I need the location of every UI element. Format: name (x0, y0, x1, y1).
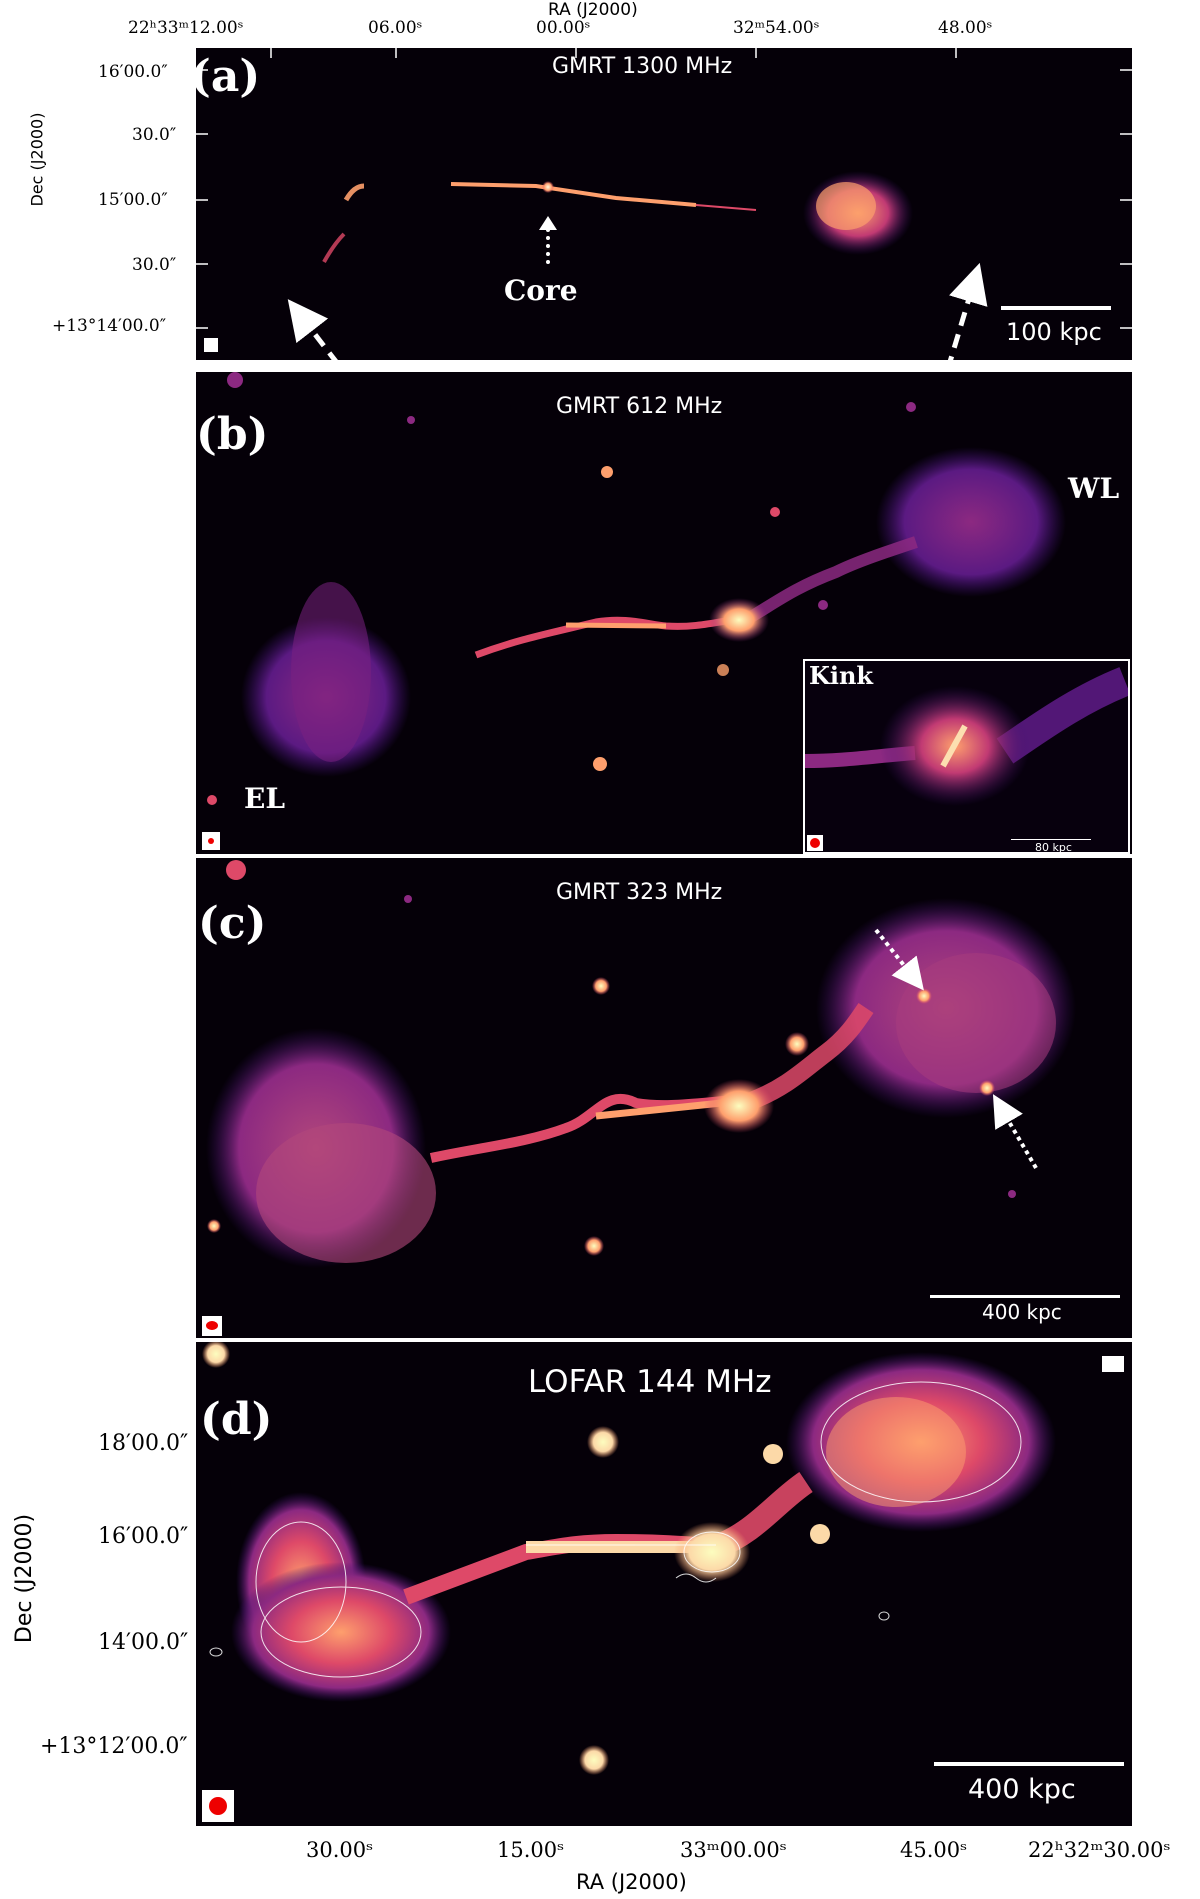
panel-d-dec-tick-4: +13°12′00.0″ (40, 1734, 188, 1759)
panel-b-radio-map (207, 372, 1066, 805)
panel-d-label: (d) (200, 1394, 273, 1445)
panel-d-radio-map (202, 1342, 1056, 1775)
kink-inset-map (805, 667, 1128, 806)
panel-d-ra-tick-5: 22ʰ32ᵐ30.00ˢ (1028, 1838, 1171, 1862)
kink-inset-beam (807, 835, 823, 851)
panel-d-ra-tick-3: 33ᵐ00.00ˢ (680, 1838, 787, 1862)
kink-label: Kink (809, 661, 874, 690)
panel-d-scalebar-label: 400 kpc (968, 1774, 1076, 1805)
panel-b-image: (b) GMRT 612 MHz WL EL Kink 80 kpc (196, 372, 1132, 854)
core-arrow (546, 228, 554, 264)
panel-d-dec-tick-2: 16′00.0″ (98, 1524, 189, 1549)
panel-a-ra-tick-4: 32ᵐ54.00ˢ (733, 18, 820, 38)
core-label: Core (504, 274, 578, 307)
panel-a-dec-tick-4: 30.0″ (132, 255, 177, 275)
panel-a-ra-tick-2: 06.00ˢ (368, 18, 423, 38)
panel-a-dec-tick-1: 16′00.0″ (98, 62, 168, 82)
panel-a-dec-tick-3: 15′00.0″ (98, 190, 168, 210)
panel-d-ra-tick-2: 15.00ˢ (497, 1838, 565, 1862)
panel-b-label: (b) (196, 409, 269, 460)
panel-a-ra-tick-1: 22ʰ33ᵐ12.00ˢ (128, 18, 244, 38)
panel-a-ra-axis-title: RA (J2000) (548, 0, 638, 20)
panel-a-scalebar (1001, 306, 1111, 310)
panel-d-image: (d) LOFAR 144 MHz 400 kpc (196, 1342, 1132, 1826)
panel-c-arrows (874, 928, 1038, 1170)
panel-d-scalebar (934, 1762, 1124, 1766)
panel-a-ra-tick-3: 00.00ˢ (536, 18, 591, 38)
panel-d-ra-tick-1: 30.00ˢ (306, 1838, 374, 1862)
panel-a-label: (a) (196, 51, 261, 102)
panel-c-radio-map (206, 860, 1076, 1268)
panel-d-beam (202, 1790, 234, 1822)
panel-d-ra-axis-title: RA (J2000) (576, 1870, 687, 1894)
kink-inset-scalebar-label: 80 kpc (1035, 841, 1072, 854)
panel-a-scalebar-label: 100 kpc (1006, 318, 1102, 346)
panel-a-ra-tick-5: 48.00ˢ (938, 18, 993, 38)
panel-c-scalebar-label: 400 kpc (982, 1300, 1062, 1324)
panel-a-image: (a) GMRT 1300 MHz Core 100 kpc (196, 48, 1132, 360)
panel-c-scalebar (930, 1295, 1120, 1298)
panel-a-radio-map (196, 48, 1132, 329)
el-label: EL (244, 782, 286, 815)
panel-d-dec-tick-1: 18′00.0″ (98, 1431, 189, 1456)
panel-d-corner-beam (1102, 1356, 1124, 1372)
panel-c-image: (c) GMRT 323 MHz 400 kpc (196, 858, 1132, 1338)
panel-a-title: GMRT 1300 MHz (552, 54, 733, 79)
panel-d-dec-axis-title: Dec (J2000) (12, 1513, 38, 1644)
wl-label: WL (1068, 472, 1120, 505)
panel-c-label: (c) (198, 898, 267, 949)
panel-b-title: GMRT 612 MHz (556, 394, 723, 419)
panel-d-title: LOFAR 144 MHz (528, 1364, 772, 1400)
panel-d-dec-tick-3: 14′00.0″ (98, 1630, 189, 1655)
kink-inset: Kink 80 kpc (803, 659, 1130, 854)
panel-b-beam (202, 832, 220, 850)
kink-inset-scalebar (1011, 839, 1091, 840)
core-arrow-head (539, 216, 557, 230)
panel-d-ra-tick-4: 45.00ˢ (900, 1838, 968, 1862)
panel-a-dec-tick-5: +13°14′00.0″ (52, 316, 167, 336)
panel-a-dec-tick-2: 30.0″ (132, 125, 177, 145)
panel-a-beam (204, 338, 218, 352)
panel-c-beam (202, 1316, 222, 1336)
panel-c-title: GMRT 323 MHz (556, 880, 723, 905)
